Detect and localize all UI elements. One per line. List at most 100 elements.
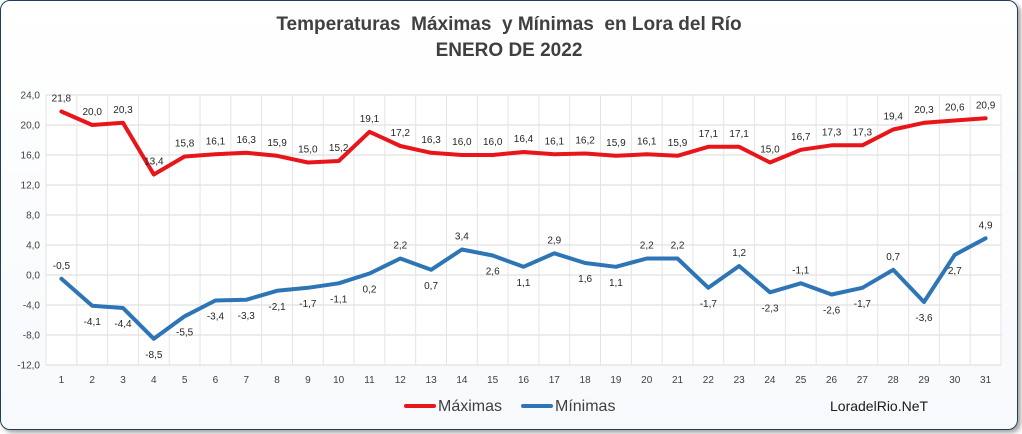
point-minimas (213, 299, 217, 302)
x-tick-label: 14 (456, 375, 468, 386)
x-tick-label: 5 (182, 375, 188, 386)
x-tick-label: 24 (764, 375, 776, 386)
data-label-minimas: -2,1 (268, 302, 286, 313)
point-minimas (614, 265, 618, 269)
data-label-minimas: -8,5 (145, 350, 163, 361)
data-label-minimas: -3,4 (207, 312, 225, 323)
data-label-maximas: 21,8 (52, 94, 72, 105)
data-label-maximas: 20,3 (914, 105, 934, 116)
point-minimas (583, 261, 587, 265)
point-minimas (429, 268, 433, 272)
x-tick-label: 16 (518, 375, 530, 386)
point-maximas (799, 148, 803, 152)
data-label-minimas: -1,1 (330, 294, 348, 305)
x-tick-label: 15 (487, 375, 499, 386)
point-maximas (891, 128, 895, 131)
data-label-maximas: 16,3 (421, 135, 441, 146)
point-minimas (676, 257, 680, 260)
data-label-maximas: 16,1 (545, 136, 565, 147)
x-tick-label: 9 (305, 375, 311, 386)
y-tick-label: -8,0 (23, 331, 41, 342)
chart-subtitle: ENERO DE 2022 (435, 40, 583, 61)
data-label-maximas: 16,1 (637, 136, 657, 147)
x-tick-label: 3 (120, 375, 126, 386)
point-minimas (306, 286, 310, 290)
y-tick-label: 20,0 (21, 121, 41, 132)
data-label-minimas: -1,1 (792, 265, 810, 276)
point-maximas (213, 152, 217, 156)
point-minimas (645, 257, 649, 260)
y-tick-label: -4,0 (23, 301, 41, 312)
x-tick-label: 26 (826, 375, 838, 386)
legend-label-minimas: Mínimas (555, 398, 615, 415)
x-tick-label: 21 (672, 375, 684, 386)
point-minimas (922, 300, 926, 304)
data-label-minimas: -1,7 (854, 299, 872, 310)
point-minimas (860, 286, 864, 290)
x-tick-label: 28 (888, 375, 900, 386)
data-label-minimas: -3,3 (238, 311, 256, 322)
data-label-maximas: 20,9 (976, 100, 996, 111)
data-label-maximas: 16,0 (483, 137, 503, 148)
point-maximas (645, 152, 649, 156)
x-tick-label: 29 (918, 375, 930, 386)
x-tick-label: 27 (857, 375, 869, 386)
point-minimas (183, 314, 187, 318)
data-label-minimas: 2,2 (640, 241, 654, 252)
x-tick-label: 11 (364, 375, 375, 386)
point-maximas (922, 121, 926, 125)
point-maximas (121, 121, 125, 125)
data-label-minimas: 1,2 (732, 248, 746, 259)
data-label-maximas: 16,7 (791, 132, 811, 143)
data-label-maximas: 20,0 (82, 107, 102, 118)
point-maximas (614, 154, 618, 158)
y-tick-label: 4,0 (26, 241, 40, 252)
data-label-maximas: 17,3 (822, 127, 842, 138)
x-tick-label: 31 (980, 375, 992, 386)
x-tick-label: 13 (426, 375, 438, 386)
data-label-maximas: 19,4 (883, 112, 903, 123)
point-minimas (552, 251, 556, 255)
point-maximas (367, 130, 371, 134)
data-label-minimas: -2,6 (823, 306, 841, 317)
point-minimas (244, 298, 248, 302)
legend-label-maximas: Máximas (438, 398, 502, 415)
point-maximas (429, 151, 433, 155)
point-maximas (275, 154, 279, 158)
point-maximas (737, 145, 741, 149)
data-label-maximas: 16,4 (514, 134, 534, 145)
point-minimas (891, 268, 895, 272)
x-tick-label: 17 (549, 375, 561, 386)
point-maximas (90, 123, 94, 127)
point-maximas (244, 151, 248, 155)
data-label-minimas: 3,4 (455, 232, 469, 243)
point-minimas (337, 281, 341, 285)
data-label-minimas: 4,9 (979, 220, 993, 231)
data-label-maximas: 15,0 (760, 145, 780, 156)
x-tick-label: 25 (795, 375, 807, 386)
x-tick-label: 20 (641, 375, 653, 386)
point-maximas (984, 116, 988, 120)
point-maximas (676, 154, 680, 158)
point-minimas (706, 286, 710, 290)
point-minimas (522, 265, 525, 269)
data-label-maximas: 15,0 (298, 145, 318, 156)
x-tick-label: 10 (333, 375, 345, 386)
point-maximas (953, 119, 957, 122)
data-label-minimas: 0,7 (424, 281, 438, 292)
data-label-maximas: 17,1 (699, 129, 719, 140)
point-minimas (953, 253, 957, 257)
point-maximas (306, 161, 310, 164)
point-maximas (583, 152, 587, 155)
point-minimas (121, 306, 125, 310)
x-tick-label: 30 (949, 375, 961, 386)
x-tick-label: 6 (213, 375, 219, 386)
x-tick-label: 2 (89, 375, 95, 386)
point-minimas (799, 281, 803, 285)
point-minimas (90, 304, 94, 308)
data-label-minimas: -2,3 (761, 303, 779, 314)
data-label-maximas: 13,4 (144, 157, 164, 168)
data-label-minimas: -0,5 (53, 261, 71, 272)
data-label-minimas: 2,2 (393, 241, 407, 252)
